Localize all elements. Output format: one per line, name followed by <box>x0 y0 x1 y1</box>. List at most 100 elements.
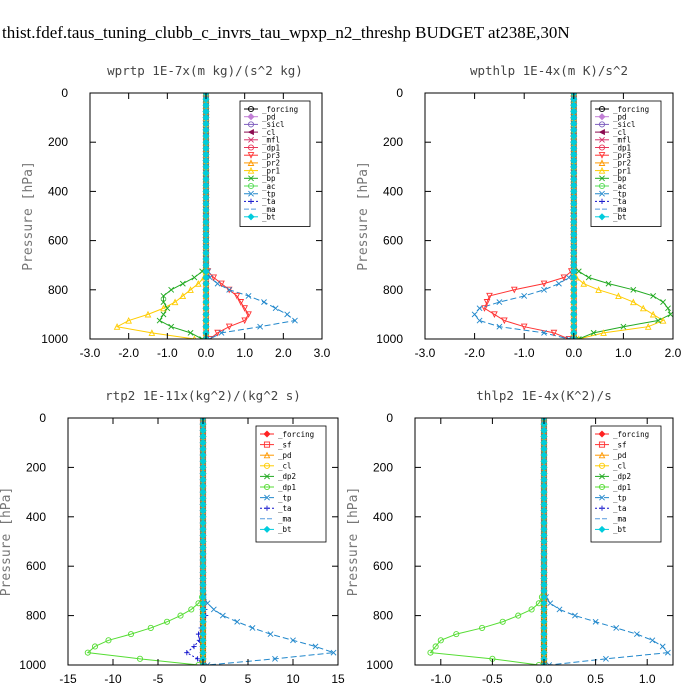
x-tick-label: 1.0 <box>236 346 253 360</box>
data-point-tp <box>245 293 252 299</box>
y-tick-label: 200 <box>48 135 68 149</box>
panel-wpthlp: wpthlp 1E-4x(m K)/s^2 Pressure [hPa] -3.0 -… <box>356 63 682 360</box>
data-point-pr3 <box>486 292 493 300</box>
data-point-pr1 <box>600 329 607 336</box>
legend-label: _pd <box>613 451 627 460</box>
legend-label: _ma <box>262 205 276 214</box>
plot-frame <box>424 92 674 340</box>
legend-marker <box>599 473 605 480</box>
legend-marker <box>599 505 605 511</box>
legend-label: _cl <box>262 128 276 137</box>
data-point-pr1 <box>595 286 602 293</box>
legend-marker <box>247 113 255 121</box>
y-tick-label: 400 <box>373 510 393 524</box>
data-point-bp <box>156 317 163 324</box>
data-point-tp <box>541 329 547 336</box>
data-point-tp <box>218 329 225 336</box>
data-point-bp <box>630 286 637 293</box>
data-point-tp <box>521 293 528 299</box>
legend-label: _bt <box>262 213 276 222</box>
legend-marker <box>598 213 606 221</box>
data-point-bp <box>160 311 167 318</box>
legend-marker <box>598 483 606 491</box>
data-point-pr3 <box>206 335 214 339</box>
series-line-bp <box>158 93 207 339</box>
data-point-bp <box>168 323 175 330</box>
y-tick-label: 1000 <box>366 658 393 672</box>
legend-label: _bp <box>262 174 276 183</box>
data-point-tp <box>206 336 213 339</box>
data-point-bp <box>605 280 612 287</box>
legend-label: _ma <box>278 515 292 524</box>
legend-label: _bt <box>613 213 627 222</box>
data-point-pr3 <box>241 317 248 325</box>
legend-label: _sicl <box>262 120 285 129</box>
x-tick-label: 1.0 <box>639 672 656 686</box>
x-tick-label: -0.5 <box>482 672 503 686</box>
data-point-dp1 <box>163 618 171 625</box>
data-point-tp <box>659 643 666 650</box>
legend-marker <box>598 441 606 448</box>
legend-marker <box>598 430 606 438</box>
legend-marker <box>263 483 271 491</box>
legend-marker <box>598 113 606 121</box>
data-point-pr3 <box>501 317 508 325</box>
data-point-tp <box>272 305 279 312</box>
data-point-pr1 <box>144 310 152 318</box>
data-point-pr1 <box>644 323 652 330</box>
data-point-pr3 <box>241 305 248 312</box>
data-point-tp <box>257 323 264 330</box>
data-point-bp <box>590 329 597 336</box>
data-point-tp <box>603 655 609 662</box>
data-point-bp <box>620 323 627 330</box>
data-point-pr3 <box>491 311 498 319</box>
legend-label: _dp1 <box>278 483 296 492</box>
legend-label: _sf <box>613 440 627 449</box>
x-tick-label: -3.0 <box>415 346 436 360</box>
data-point-bp <box>164 305 171 312</box>
data-point-dp1 <box>195 661 202 665</box>
y-axis-label: Pressure [hPa] <box>356 161 371 271</box>
legend-label: _dp1 <box>262 143 280 152</box>
legend-label: _tp <box>278 493 292 502</box>
data-point-pr3 <box>233 292 241 300</box>
data-point-pr3 <box>565 335 573 339</box>
legend-label: _ma <box>613 205 627 214</box>
data-point-tp <box>249 625 256 631</box>
data-point-pr3 <box>520 323 528 331</box>
data-point-dp1 <box>188 606 195 613</box>
y-tick-label: 600 <box>26 559 46 573</box>
legend-label: _pd <box>278 451 292 460</box>
x-tick-label: -10 <box>104 672 122 686</box>
data-point-tp <box>226 286 233 293</box>
legend-marker <box>598 166 606 174</box>
legend-marker <box>598 129 605 136</box>
data-point-tp <box>556 280 562 287</box>
panel-wprtp: wprtp 1E-7x(m kg)/(s^2 kg) Pressure [hPa]… <box>21 63 331 360</box>
series-line-dp1 <box>429 418 545 665</box>
data-point-pr3 <box>225 286 233 294</box>
panel-title: thlp2 1E-4x(K^2)/s <box>476 388 611 403</box>
data-point-ta <box>195 656 201 662</box>
y-tick-label: 0 <box>39 411 46 425</box>
data-point-pr3 <box>218 280 225 288</box>
legend-label: _forcing <box>613 430 649 439</box>
data-point-dp1 <box>136 655 144 662</box>
legend-marker <box>248 136 254 143</box>
legend-marker <box>598 451 606 459</box>
legend: _forcing_pd_sicl_cl_mfl_dp1_pr3_pr2_pr1_… <box>590 100 662 227</box>
y-tick-label: 400 <box>48 184 68 198</box>
data-point-bp <box>575 268 582 275</box>
data-point-pr1 <box>179 292 187 299</box>
legend-box <box>590 425 662 543</box>
data-point-tp <box>261 299 267 306</box>
legend-marker <box>263 430 271 438</box>
data-point-bp <box>660 299 666 306</box>
legend-label: _cl <box>613 128 627 137</box>
data-point-tp <box>496 299 503 306</box>
data-point-bp <box>667 311 673 318</box>
data-point-pr3 <box>540 280 548 288</box>
series-line-tp <box>473 93 575 339</box>
data-point-tp <box>214 280 221 287</box>
data-point-dp1 <box>437 637 444 644</box>
